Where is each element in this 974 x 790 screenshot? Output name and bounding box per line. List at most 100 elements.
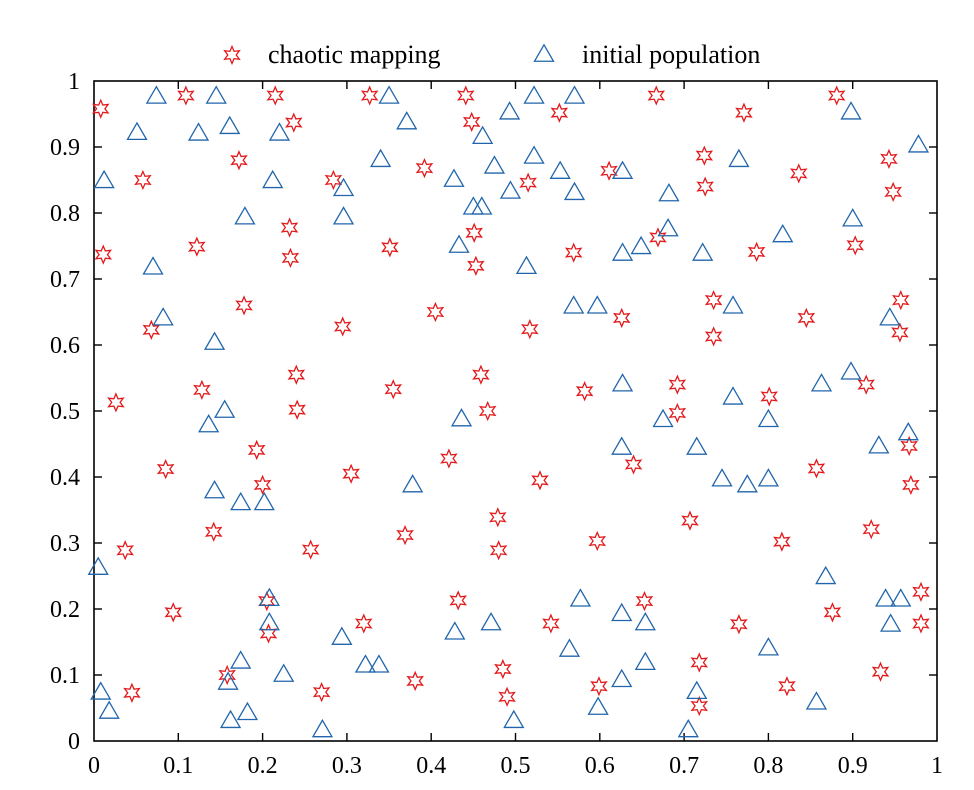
x-tick-label: 0.9 xyxy=(838,753,868,779)
y-tick-label: 0.5 xyxy=(50,399,80,425)
star-point xyxy=(900,435,918,457)
triangle-point xyxy=(630,235,652,255)
triangle-point xyxy=(219,709,242,729)
star-point xyxy=(778,676,796,697)
triangle-point xyxy=(611,668,633,688)
triangle-point xyxy=(558,638,581,657)
triangle-point xyxy=(258,612,280,631)
star-point xyxy=(871,661,890,682)
y-tick-label: 0.4 xyxy=(50,465,80,491)
triangle-point xyxy=(569,588,592,607)
y-tick-label: 0.7 xyxy=(50,267,80,293)
triangle-point xyxy=(471,196,493,215)
triangle-point xyxy=(658,183,680,202)
triangle-point xyxy=(711,468,733,487)
triangle-point xyxy=(369,148,392,168)
star-point xyxy=(857,374,875,395)
star-point xyxy=(494,658,512,680)
star-point xyxy=(230,150,248,171)
triangle-point xyxy=(332,206,355,225)
triangle-point xyxy=(203,331,226,350)
star-point xyxy=(797,307,816,329)
y-tick-label: 0.8 xyxy=(50,201,80,227)
triangle-point xyxy=(549,160,571,179)
star-point xyxy=(542,613,560,634)
star-point xyxy=(301,539,320,560)
triangle-point xyxy=(563,295,585,314)
triangle-point xyxy=(523,145,545,164)
star-point xyxy=(489,507,507,528)
triangle-point xyxy=(90,681,112,700)
star-point xyxy=(902,474,920,496)
star-point xyxy=(288,399,306,420)
triangle-point xyxy=(757,408,780,428)
triangle-point xyxy=(686,680,708,700)
triangle-point xyxy=(145,85,168,104)
star-point xyxy=(91,98,110,119)
triangle-point xyxy=(868,435,890,454)
star-point xyxy=(193,379,211,401)
triangle-point xyxy=(772,223,794,243)
star-point xyxy=(415,157,434,179)
triangle-point xyxy=(354,654,377,673)
star-point xyxy=(550,102,569,123)
triangle-point xyxy=(686,436,708,455)
star-point xyxy=(862,519,881,540)
triangle-point xyxy=(587,696,609,715)
axis-tick-labels: 0 0.1 0.2 0.3 0.4 0.5 0.6 0.7 0.8 0.9 1 0 0.1 0.2 0.3 0… xyxy=(50,69,943,779)
star-point xyxy=(333,316,352,337)
triangle-point xyxy=(880,613,902,632)
star-point xyxy=(259,623,278,644)
star-point xyxy=(884,181,902,203)
star-point xyxy=(204,521,223,542)
star-point xyxy=(690,695,709,717)
x-tick-label: 0.6 xyxy=(585,753,615,779)
triangle-point xyxy=(563,181,586,201)
triangle-point xyxy=(692,242,714,261)
x-tick-label: 0.1 xyxy=(163,753,193,779)
triangle-point xyxy=(152,307,174,326)
legend: chaotic mapping initial population xyxy=(223,40,760,69)
star-point xyxy=(773,531,791,552)
star-point xyxy=(426,301,445,323)
star-point xyxy=(381,237,399,258)
star-point xyxy=(846,235,865,256)
star-point xyxy=(760,386,779,407)
triangle-point xyxy=(258,587,280,606)
star-point xyxy=(285,112,303,133)
star-point xyxy=(247,439,266,461)
star-point xyxy=(164,602,183,623)
axis-ticks xyxy=(94,81,937,741)
star-point xyxy=(807,458,826,479)
star-point xyxy=(281,247,300,269)
x-tick-label: 0.4 xyxy=(416,753,446,779)
y-tick-label: 0.2 xyxy=(50,597,80,623)
star-point xyxy=(465,222,483,243)
y-tick-label: 0.6 xyxy=(50,333,80,359)
star-point xyxy=(588,530,607,552)
star-point xyxy=(342,463,360,484)
triangle-point xyxy=(480,612,502,631)
star-point xyxy=(156,458,175,480)
triangle-point xyxy=(874,588,897,607)
y-tick-label: 0.1 xyxy=(50,663,80,689)
triangle-point xyxy=(205,85,227,104)
plot-frame xyxy=(93,80,938,742)
star-point xyxy=(467,255,485,276)
triangle-point xyxy=(634,612,656,631)
triangle-point xyxy=(253,491,275,511)
triangle-point xyxy=(444,621,466,640)
triangle-point xyxy=(236,701,259,721)
triangle-point xyxy=(563,85,586,104)
star-point xyxy=(384,379,403,400)
star-point xyxy=(498,686,516,707)
triangle-point xyxy=(722,295,744,314)
star-point xyxy=(107,392,125,413)
triangle-point xyxy=(757,637,780,656)
triangle-point xyxy=(611,160,634,179)
star-point xyxy=(747,241,766,263)
star-point xyxy=(94,244,113,265)
triangle-point xyxy=(198,414,220,433)
star-point xyxy=(312,682,331,703)
